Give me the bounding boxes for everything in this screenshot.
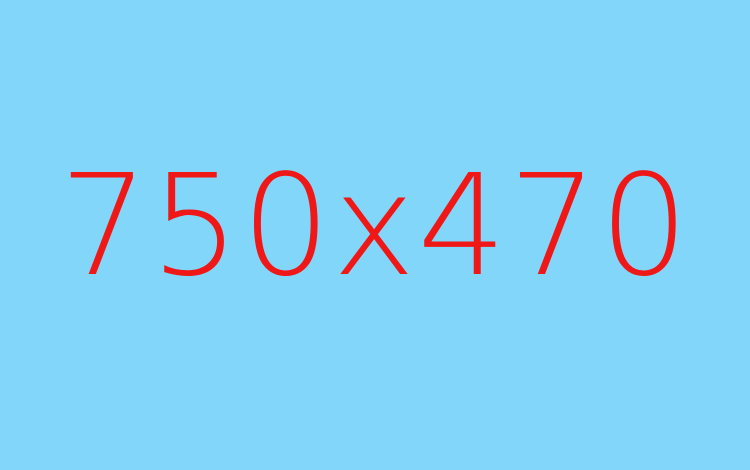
dimension-label: 750x470 xyxy=(59,145,691,308)
